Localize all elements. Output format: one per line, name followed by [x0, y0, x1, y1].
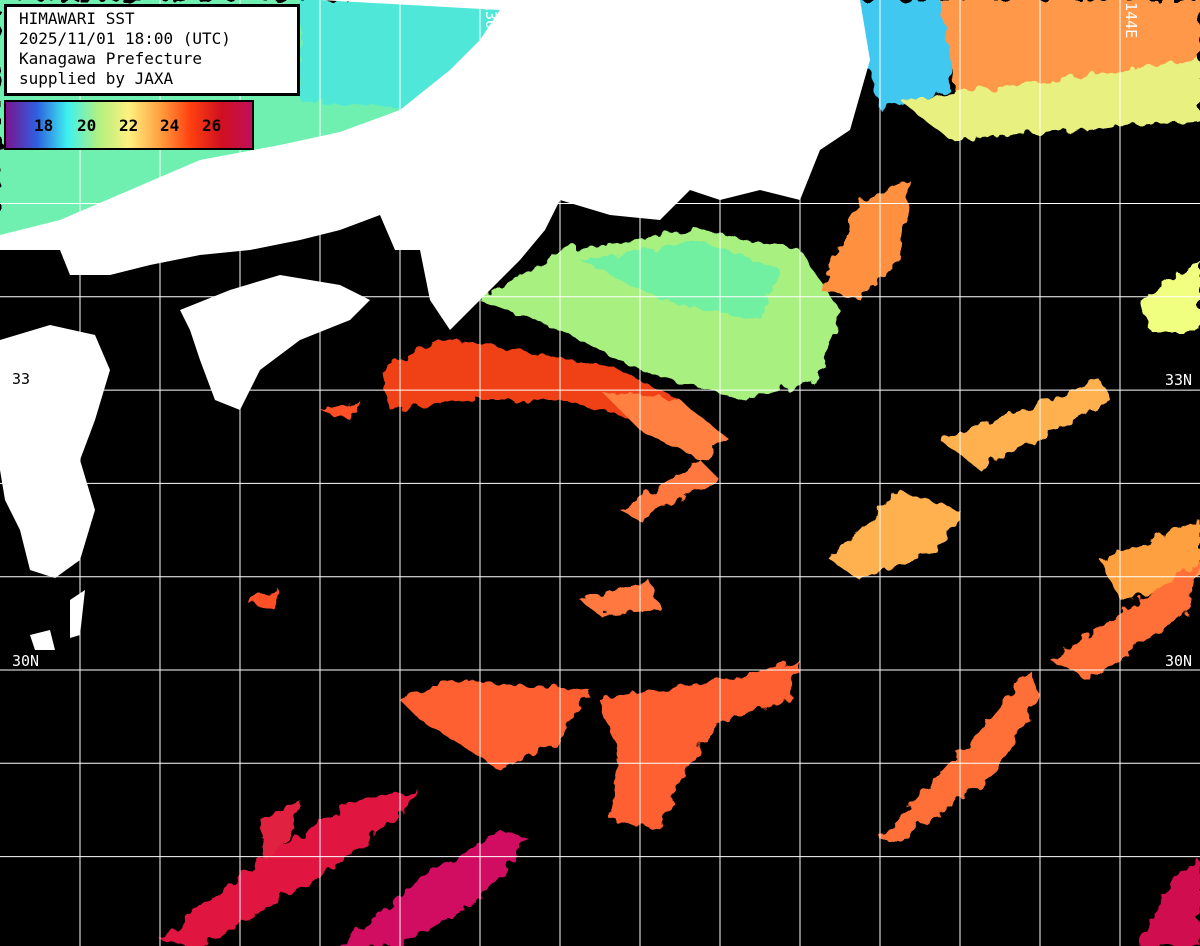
legend-tick: 26 [202, 116, 222, 135]
lon-label-136e: 136E [482, 2, 500, 39]
legend-tick: 20 [77, 116, 97, 135]
sst-east-orange [820, 180, 910, 300]
sst-northeast-yellow [900, 60, 1200, 140]
sst-spot-2 [320, 400, 360, 420]
land-tanegashima [70, 590, 85, 638]
sst-south-red-4 [260, 800, 300, 860]
land [0, 0, 870, 650]
provider: Kanagawa Prefecture [19, 49, 203, 68]
legend-tick: 24 [160, 116, 180, 135]
timestamp: 2025/11/01 18:00 (UTC) [19, 29, 231, 48]
sst-kuroshio-orange [600, 390, 730, 460]
sst-spot-1 [245, 590, 280, 610]
supplier: supplied by JAXA [19, 69, 174, 88]
sst-streak-9 [580, 580, 660, 615]
legend-tick: 18 [34, 116, 54, 135]
sst-streak-6 [600, 660, 800, 830]
legend-tick: 22 [119, 116, 139, 135]
sst-streak-8 [620, 460, 720, 520]
sst-streak-4 [1050, 560, 1200, 680]
lat-label-30n-right: 30N [1165, 652, 1193, 670]
lat-label-33n-right: 33N [1165, 371, 1193, 389]
sst-south-red-1 [160, 790, 420, 946]
lon-label-144e: 144E [1122, 2, 1140, 39]
sst-northeast-cool [850, 0, 960, 110]
sst-south-red-3 [1140, 860, 1200, 946]
product-title: HIMAWARI SST [19, 9, 135, 28]
sst-south-red-2 [340, 830, 530, 946]
info-box: HIMAWARI SST 2025/11/01 18:00 (UTC) Kana… [4, 4, 300, 96]
sst-coastal-cyan [580, 240, 780, 320]
color-scale-legend: 18 20 22 24 26 [4, 100, 254, 150]
land-shikoku [180, 275, 370, 410]
lat-label-30n-left: 30N [12, 652, 40, 670]
land-honshu [0, 0, 870, 330]
sst-spot-3 [1140, 260, 1200, 330]
land-yakushima [30, 630, 55, 650]
land-kyushu [0, 325, 110, 578]
sst-streak-1 [940, 380, 1110, 470]
sst-streak-2 [830, 490, 960, 580]
lat-label-33n-left: 33 [12, 370, 31, 388]
sst-streak-7 [400, 680, 590, 770]
